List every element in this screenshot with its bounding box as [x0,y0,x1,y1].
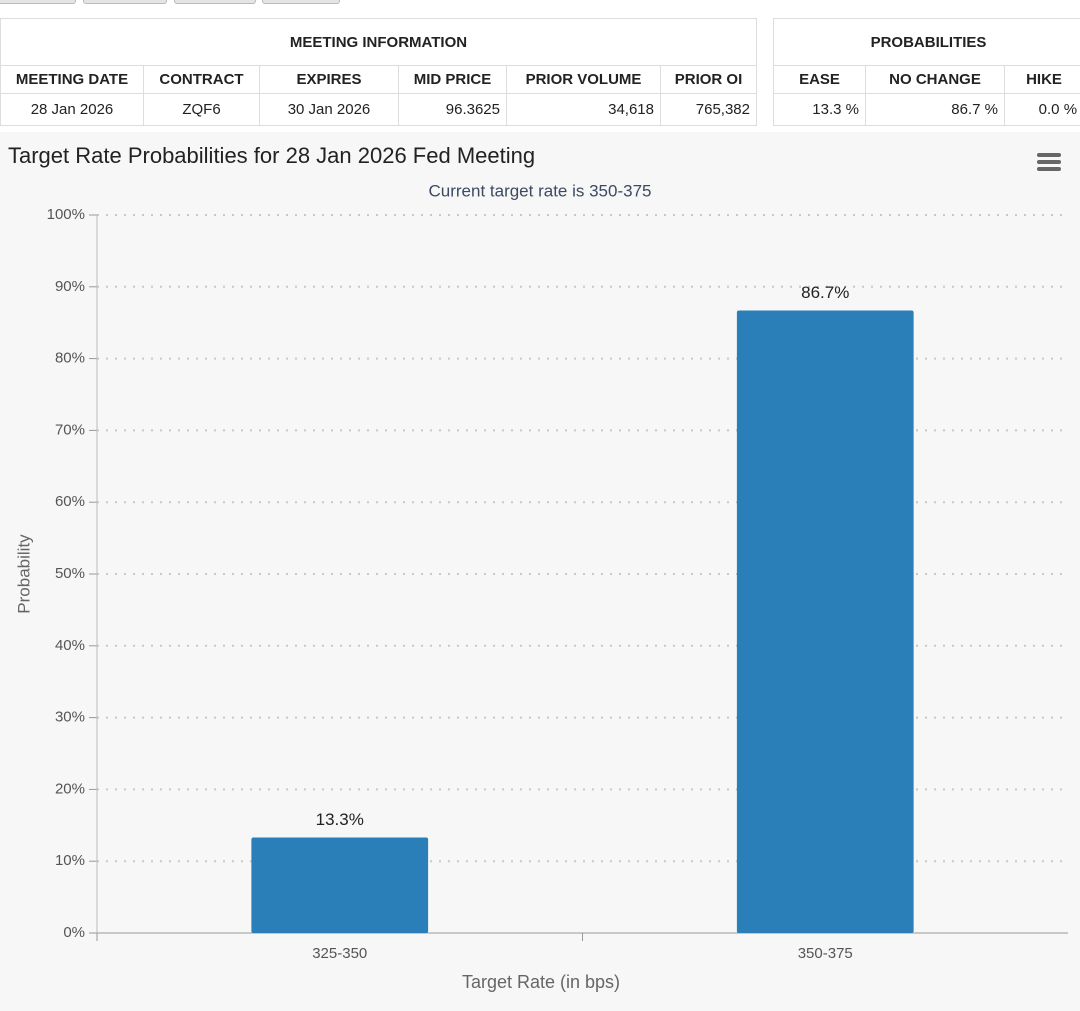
tab[interactable] [174,0,256,4]
y-axis-title: Probability [14,534,33,614]
column-header: CONTRACT [143,65,260,94]
y-tick-label: 90% [55,278,85,295]
tab[interactable] [0,0,76,4]
chart-background [0,132,1080,1011]
chart-title: Target Rate Probabilities for 28 Jan 202… [8,143,535,168]
y-tick-label: 100% [47,206,85,223]
x-axis-title: Target Rate (in bps) [462,972,620,992]
y-tick-label: 60% [55,493,85,510]
title-row: PROBABILITIES [772,18,1080,66]
tab[interactable] [83,0,167,4]
column-header: EXPIRES [259,65,399,94]
column-header: HIKE [1003,65,1080,94]
tab[interactable] [262,0,340,4]
cell: 96.3625 [398,93,507,126]
y-tick-label: 80% [55,350,85,367]
column-header: NO CHANGE [865,65,1005,94]
header-row: EASE NO CHANGE HIKE [773,65,1080,94]
chart-subtitle: Current target rate is 350-375 [428,181,651,200]
cell: 765,382 [660,93,757,126]
y-tick-label: 50% [55,565,85,582]
y-tick-label: 40% [55,637,85,654]
y-tick-label: 0% [63,924,85,941]
menu-button[interactable] [1037,153,1061,171]
probabilities-table: PROBABILITIES EASE NO CHANGE HIKE 13.3 % 86.7… [772,18,1080,126]
cell: ZQF6 [143,93,260,126]
column-header: PRIOR VOLUME [506,65,661,94]
y-tick-label: 20% [55,780,85,797]
column-header: MEETING DATE [0,65,144,94]
cell: 0.0 % [1003,93,1080,126]
column-header: MID PRICE [398,65,507,94]
bar [736,310,914,933]
title-row: MEETING INFORMATION [0,18,757,66]
y-tick-label: 30% [55,709,85,726]
table-title: PROBABILITIES [772,18,1080,66]
cell: 28 Jan 2026 [0,93,144,126]
column-header: EASE [773,65,866,94]
cell: 34,618 [506,93,661,126]
bar [251,837,429,933]
data-row: 13.3 % 86.7 % 0.0 % [773,93,1080,126]
column-header: PRIOR OI [660,65,757,94]
y-tick-label: 70% [55,421,85,438]
table-title: MEETING INFORMATION [0,18,757,66]
cell: 86.7 % [865,93,1005,126]
cell: 30 Jan 2026 [259,93,399,126]
data-row: 28 Jan 2026 ZQF6 30 Jan 2026 96.3625 34,618 7… [0,93,757,126]
data-label: 13.3% [316,810,364,829]
header-row: MEETING DATE CONTRACT EXPIRES MID PRICE PRIO… [0,65,757,94]
meeting-table: MEETING INFORMATION MEETING DATE CONTRACT E… [0,18,757,126]
y-tick-label: 10% [55,852,85,869]
cell: 13.3 % [773,93,866,126]
chart: Target Rate Probabilities for 28 Jan 202… [0,132,1080,1011]
data-label: 86.7% [801,283,849,302]
x-tick-label: 350-375 [798,945,853,962]
x-tick-label: 325-350 [312,945,367,962]
